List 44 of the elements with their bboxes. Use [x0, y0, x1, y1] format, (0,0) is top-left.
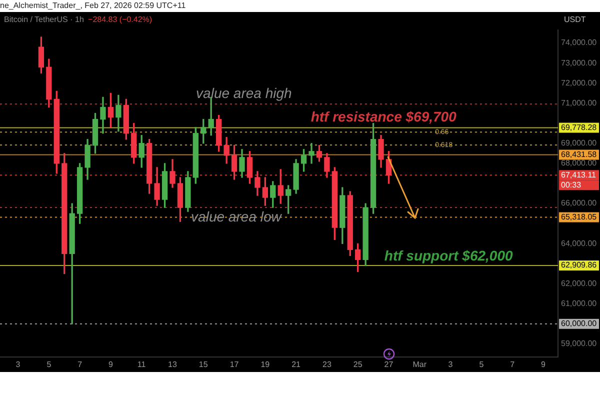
x-tick-label: 13 — [168, 360, 178, 370]
x-tick-label: 23 — [322, 360, 332, 370]
x-tick-label: 15 — [198, 360, 208, 370]
annotation: htf resistance $69,700 — [310, 108, 457, 125]
y-tick-label: 66,000.00 — [561, 198, 598, 208]
annotation: htf support $62,000 — [384, 247, 513, 264]
text: 00:33 — [561, 180, 582, 190]
x-tick-label: 5 — [46, 360, 52, 370]
x-tick-label: 11 — [137, 360, 146, 370]
ref-line-label: 68,431.58 — [561, 150, 598, 159]
y-tick-label: 62,000.00 — [561, 278, 598, 288]
y-tick-label: 64,000.00 — [561, 238, 598, 248]
x-tick-label: 7 — [510, 360, 516, 370]
y-tick-label: 71,000.00 — [561, 98, 598, 108]
text: −284.83 (−0.42%) — [88, 15, 152, 24]
chart-subtitle: ne_Alchemist_Trader_, Feb 27, 2026 02:59 UTC+11 — [0, 0, 186, 12]
annotation: value area high — [196, 84, 292, 101]
y-tick-label: 59,000.00 — [561, 339, 598, 348]
x-tick-label: 19 — [260, 360, 270, 370]
y-tick-label: 61,000.00 — [561, 299, 598, 308]
x-tick-label: 17 — [230, 360, 240, 370]
x-tick-label: 7 — [78, 360, 83, 370]
x-tick-label: 9 — [108, 360, 114, 370]
ref-line-label: 69,778.28 — [561, 122, 598, 132]
y-tick-label: 69,000.00 — [561, 138, 598, 148]
annotation: value area low — [191, 208, 282, 224]
ref-line-label: 62,909.86 — [561, 260, 598, 270]
ref-line-label: 65,318.05 — [561, 212, 598, 222]
y-tick-label: 72,000.00 — [561, 78, 598, 88]
x-tick-label: 3 — [448, 360, 454, 370]
x-tick-label: 25 — [353, 360, 363, 370]
y-axis-title: USDT — [564, 15, 586, 24]
x-tick-label: Mar — [412, 360, 427, 370]
ref-line-label: 67,413.11 — [561, 170, 597, 180]
x-tick-label: 9 — [540, 360, 546, 370]
x-tick-label: 5 — [479, 360, 484, 370]
x-tick-label: 21 — [292, 360, 302, 370]
y-tick-label: 74,000.00 — [561, 38, 598, 48]
chart-title: Bitcoin / TetherUS · 1h — [4, 15, 84, 24]
y-tick-label: 68,000.00 — [561, 158, 598, 168]
x-tick-label: 27 — [384, 360, 394, 370]
x-tick-label: 3 — [16, 360, 21, 370]
ref-line-label: 60,000.00 — [561, 319, 598, 328]
y-tick-label: 73,000.00 — [561, 58, 598, 68]
